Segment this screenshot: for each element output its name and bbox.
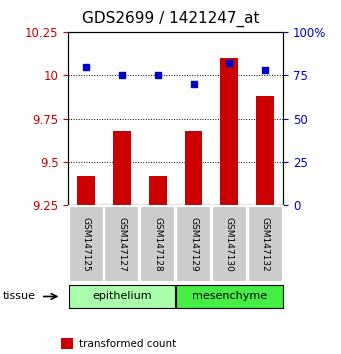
Text: GSM147125: GSM147125 xyxy=(81,217,91,272)
Text: mesenchyme: mesenchyme xyxy=(192,291,267,302)
Text: transformed count: transformed count xyxy=(79,339,176,349)
Bar xyxy=(184,131,203,205)
Bar xyxy=(176,206,211,282)
Bar xyxy=(140,206,175,282)
Bar xyxy=(256,96,274,205)
Point xyxy=(191,81,196,87)
Bar xyxy=(69,285,175,308)
Point xyxy=(83,64,89,69)
Bar xyxy=(149,176,167,205)
Point xyxy=(263,67,268,73)
Bar xyxy=(113,131,131,205)
Text: GSM147132: GSM147132 xyxy=(261,217,270,272)
Text: epithelium: epithelium xyxy=(92,291,152,302)
Bar xyxy=(69,206,104,282)
Bar xyxy=(212,206,247,282)
Bar xyxy=(248,206,283,282)
Point xyxy=(119,72,125,78)
Text: tissue: tissue xyxy=(3,291,35,302)
Text: GDS2699 / 1421247_at: GDS2699 / 1421247_at xyxy=(82,11,259,27)
Text: GSM147127: GSM147127 xyxy=(117,217,127,272)
Bar xyxy=(220,58,238,205)
Point xyxy=(227,60,232,66)
Bar xyxy=(104,206,139,282)
Bar xyxy=(176,285,283,308)
Text: GSM147128: GSM147128 xyxy=(153,217,162,272)
Point xyxy=(155,72,161,78)
Text: GSM147129: GSM147129 xyxy=(189,217,198,272)
Bar xyxy=(77,176,95,205)
Bar xyxy=(61,338,73,349)
Text: GSM147130: GSM147130 xyxy=(225,217,234,272)
